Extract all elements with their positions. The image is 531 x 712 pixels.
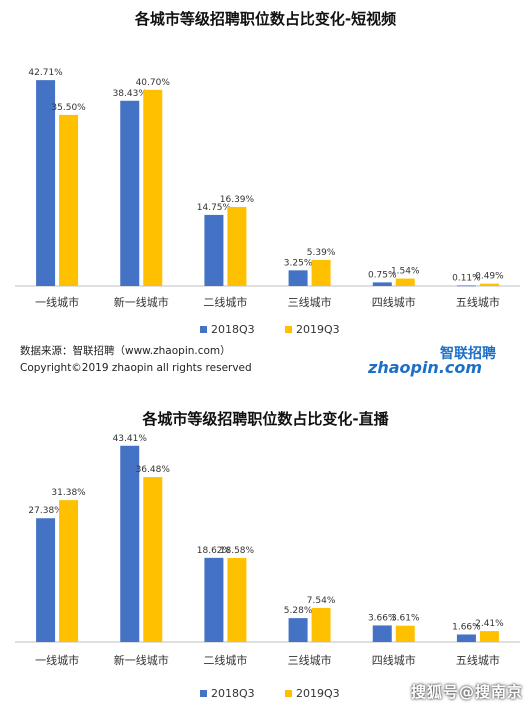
data-label: 0.49% <box>475 272 504 282</box>
data-label: 18.62% <box>197 546 232 556</box>
data-label: 14.75% <box>197 203 232 213</box>
data-label: 5.39% <box>307 248 336 258</box>
bar-2018Q3 <box>372 282 392 286</box>
bar-2018Q3 <box>288 618 308 642</box>
category-label: 一线城市 <box>35 295 79 309</box>
data-label: 1.54% <box>391 267 420 277</box>
watermark-text: 搜狐号@搜南京 <box>410 683 523 701</box>
bar-2018Q3 <box>204 557 224 642</box>
bar-2019Q3 <box>311 607 331 642</box>
data-label: 36.48% <box>136 465 171 475</box>
legend-swatch <box>200 326 207 333</box>
bar-2018Q3 <box>120 100 140 287</box>
chart-live-stream: 各城市等级招聘职位数占比变化-直播 27.38% 31.38% 一线城市 43.41%… <box>0 398 531 712</box>
bar-2019Q3 <box>59 114 79 286</box>
legend-label: 2018Q3 <box>211 687 255 700</box>
bar-2019Q3 <box>143 477 163 642</box>
data-label: 2.41% <box>475 619 504 629</box>
bar-2019Q3 <box>311 260 331 286</box>
zhaopin-logo: 智联招聘 zhaopin.com <box>368 343 528 379</box>
category-label: 三线城市 <box>288 295 332 309</box>
data-label: 43.41% <box>113 434 148 444</box>
bar-2019Q3 <box>59 500 79 642</box>
legend-label: 2019Q3 <box>296 687 340 700</box>
bar-2019Q3 <box>479 283 499 286</box>
data-label: 1.66% <box>452 622 481 632</box>
chart-short-video: 各城市等级招聘职位数占比变化-短视频 42.71% 35.50% 一线城市 38.43… <box>0 0 531 340</box>
data-label: 42.71% <box>28 68 63 78</box>
category-label: 一线城市 <box>35 653 79 667</box>
bar-2018Q3 <box>288 270 308 286</box>
data-source-text: 数据来源：智联招聘（www.zhaopin.com） <box>20 345 231 357</box>
legend-label: 2018Q3 <box>211 323 255 336</box>
bar-2018Q3 <box>372 625 392 642</box>
bar-2018Q3 <box>204 214 224 286</box>
category-label: 五线城市 <box>456 295 500 309</box>
data-label: 16.39% <box>220 195 255 205</box>
bar-2018Q3 <box>456 634 476 642</box>
bar-2019Q3 <box>395 278 415 286</box>
category-label: 五线城市 <box>456 653 500 667</box>
bar-2019Q3 <box>479 631 499 642</box>
bar-2019Q3 <box>395 625 415 642</box>
data-label: 27.38% <box>28 506 63 516</box>
logo-en-text: zhaopin.com <box>368 358 483 377</box>
logo-cn-text: 智联招聘 <box>440 346 496 362</box>
category-label: 三线城市 <box>288 653 332 667</box>
data-label: 3.61% <box>391 614 420 624</box>
data-label: 0.11% <box>452 273 481 283</box>
category-label: 四线城市 <box>372 653 416 667</box>
copyright-text: Copyright©2019 zhaopin all rights reserv… <box>20 362 252 374</box>
chart-title: 各城市等级招聘职位数占比变化-短视频 <box>134 10 397 28</box>
bar-2019Q3 <box>143 89 163 287</box>
category-label: 二线城市 <box>203 653 247 667</box>
bar-2019Q3 <box>227 207 247 286</box>
legend-label: 2019Q3 <box>296 323 340 336</box>
bar-2019Q3 <box>227 558 247 642</box>
bar-2018Q3 <box>36 80 56 286</box>
category-label: 二线城市 <box>203 295 247 309</box>
legend-swatch <box>285 690 292 697</box>
category-label: 新一线城市 <box>114 653 169 667</box>
bar-2018Q3 <box>456 285 476 287</box>
data-label: 0.75% <box>368 270 397 280</box>
data-label: 38.43% <box>113 89 148 99</box>
data-label: 3.25% <box>284 258 313 268</box>
data-label: 31.38% <box>51 488 86 498</box>
data-label: 40.70% <box>136 78 171 88</box>
chart-title: 各城市等级招聘职位数占比变化-直播 <box>142 410 389 428</box>
bar-2018Q3 <box>120 445 140 642</box>
legend-swatch <box>200 690 207 697</box>
category-label: 新一线城市 <box>114 295 169 309</box>
data-label: 18.58% <box>220 546 255 556</box>
bar-chart-svg: 42.71%35.50%一线城市38.43%40.70%新一线城市14.75%1… <box>15 68 520 336</box>
category-label: 四线城市 <box>372 295 416 309</box>
bar-2018Q3 <box>36 518 56 642</box>
bar-chart-svg: 27.38%31.38%一线城市43.41%36.48%新一线城市18.62%1… <box>15 434 520 700</box>
data-label: 5.28% <box>284 606 313 616</box>
data-label: 3.66% <box>368 613 397 623</box>
data-label: 7.54% <box>307 596 336 606</box>
data-label: 35.50% <box>51 103 86 113</box>
legend-swatch <box>285 326 292 333</box>
